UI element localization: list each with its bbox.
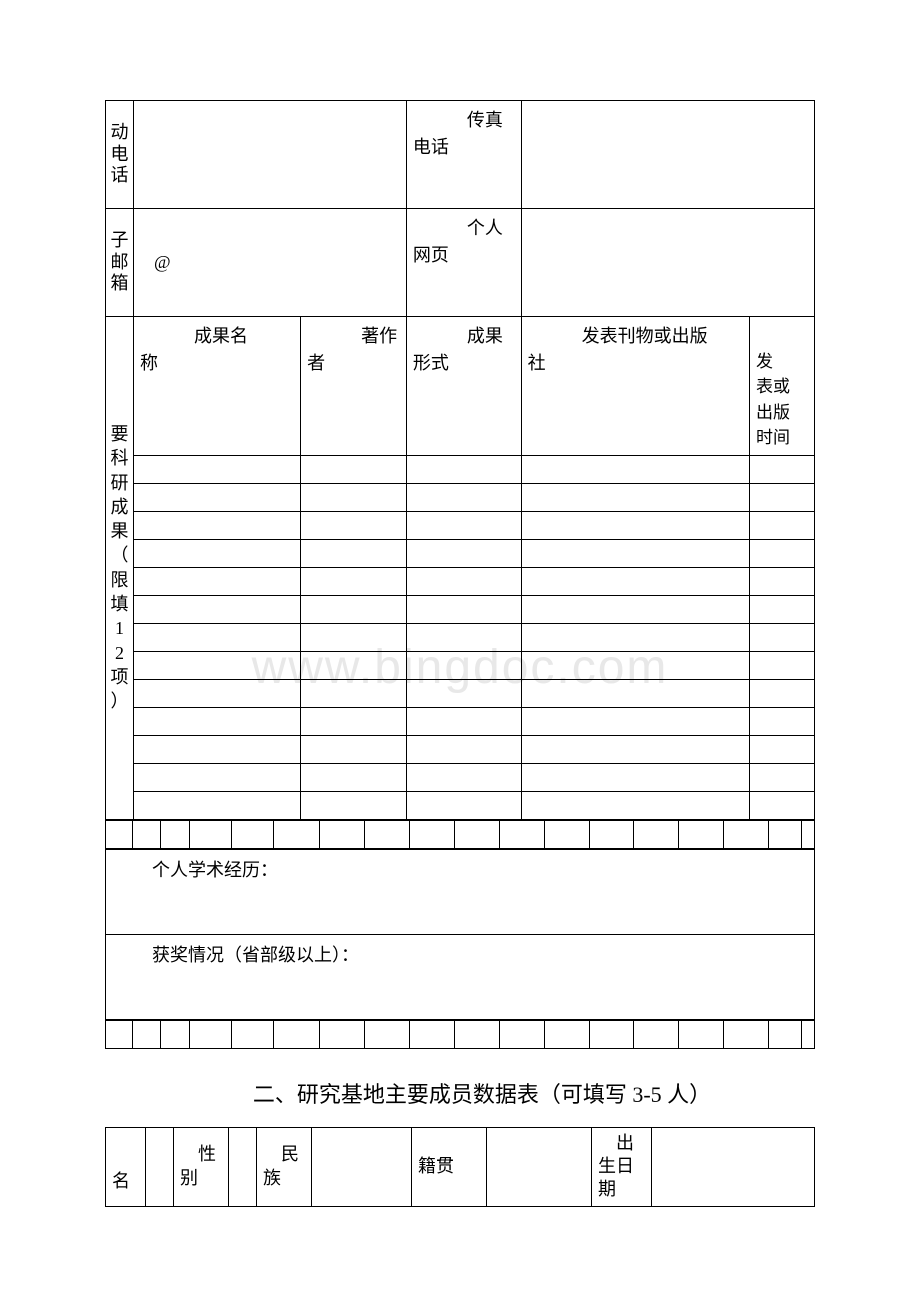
name-label: 名 [106,1127,146,1206]
member-data-table: 名 性别 民族 籍贯 出生日期 [105,1127,815,1207]
fax-label: 传真电话 [406,101,521,209]
native-place-value [487,1127,592,1206]
mobile-phone-label: 动电话 [106,101,134,209]
research-row-7 [106,623,815,651]
research-row-5 [106,567,815,595]
research-row-13 [106,791,815,819]
gender-value [229,1127,257,1206]
research-row-10 [106,707,815,735]
name-value [146,1127,174,1206]
academic-history-row: 个人学术经历： [106,849,815,934]
research-row-12 [106,763,815,791]
webpage-value [521,209,814,317]
author-header: 著作者 [301,317,407,456]
result-form-header: 成果形式 [406,317,521,456]
separator-grid-2 [105,1020,815,1049]
research-row-8 [106,651,815,679]
research-row-4 [106,539,815,567]
academic-history-label: 个人学术经历： [106,849,815,934]
birthdate-label: 出生日期 [592,1127,652,1206]
native-place-label: 籍贯 [412,1127,487,1206]
member-header-row: 名 性别 民族 籍贯 出生日期 [106,1127,815,1206]
email-value: @ [134,209,407,317]
mobile-phone-value [134,101,407,209]
ethnicity-label: 民族 [257,1127,312,1206]
publication-header: 发表刊物或出版社 [521,317,749,456]
result-name-header: 成果名称 [134,317,301,456]
research-row-6 [106,595,815,623]
research-side-label: 要科研成果（限填12项） [106,317,134,820]
awards-label: 获奖情况（省部级以上）： [106,934,815,1019]
text-section-table: 个人学术经历： 获奖情况（省部级以上）： [105,849,815,1020]
awards-row: 获奖情况（省部级以上）： [106,934,815,1019]
research-header-row: 要科研成果（限填12项） 成果名称 著作者 成果形式 发表刊物或出版社 发表或出… [106,317,815,456]
main-form-table: 动电话 传真电话 子邮箱 @ 个人网页 要科研成果（限填12项） 成果名称 著作… [105,100,815,820]
phone-row: 动电话 传真电话 [106,101,815,209]
fax-value [521,101,814,209]
research-row-9 [106,679,815,707]
research-row-1 [106,455,815,483]
research-row-11 [106,735,815,763]
pub-time-header: 发表或出版时间 [750,317,815,456]
webpage-label: 个人网页 [406,209,521,317]
research-row-2 [106,483,815,511]
ethnicity-value [312,1127,412,1206]
birthdate-value [652,1127,815,1206]
gender-label: 性别 [174,1127,229,1206]
email-row: 子邮箱 @ 个人网页 [106,209,815,317]
section-2-title: 二、研究基地主要成员数据表（可填写 3-5 人） [105,1077,815,1109]
research-row-3 [106,511,815,539]
separator-grid-1 [105,820,815,849]
email-label: 子邮箱 [106,209,134,317]
